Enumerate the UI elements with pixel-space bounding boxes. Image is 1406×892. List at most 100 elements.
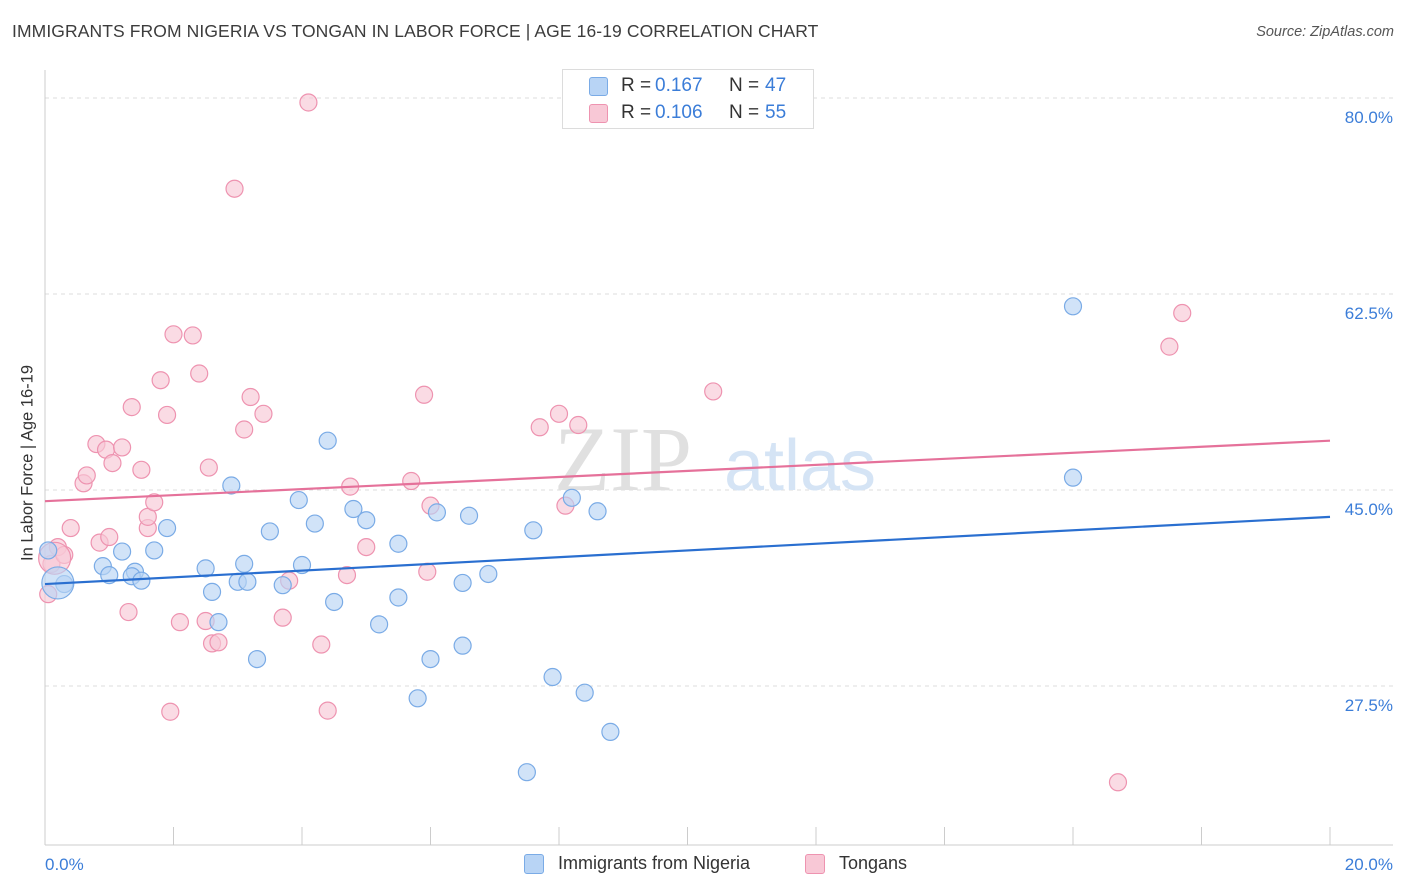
chart-title: IMMIGRANTS FROM NIGERIA VS TONGAN IN LAB…: [12, 21, 819, 41]
data-point: [325, 592, 344, 612]
data-point: [530, 418, 549, 437]
data-point: [145, 493, 164, 512]
series-legend-label: Tongans: [839, 853, 908, 873]
data-point: [1063, 297, 1083, 316]
data-point: [39, 541, 58, 560]
data-point: [202, 582, 222, 601]
data-point: [337, 565, 357, 585]
series-legend-label: Immigrants from Nigeria: [558, 853, 751, 873]
data-point: [183, 326, 202, 345]
data-point: [151, 371, 170, 390]
data-point: [344, 499, 363, 519]
data-point: [161, 702, 180, 721]
series-legend-swatch-blue: [524, 854, 544, 874]
data-point: [543, 667, 562, 687]
data-point: [260, 522, 279, 541]
data-point: [241, 387, 260, 407]
data-point: [209, 613, 228, 632]
series-legend-swatch-pink: [805, 854, 825, 874]
y-tick-label: 80.0%: [1345, 108, 1393, 127]
data-point: [157, 518, 177, 538]
data-point: [222, 476, 241, 495]
legend-r-value: 0.106: [655, 102, 703, 123]
legend-swatch-blue: [589, 77, 608, 96]
y-tick-label: 62.5%: [1345, 304, 1393, 323]
data-point: [318, 701, 337, 720]
legend-r-value: 0.167: [655, 75, 703, 96]
data-point: [588, 502, 607, 521]
data-point: [357, 537, 376, 557]
data-point: [145, 541, 164, 560]
data-point: [119, 602, 138, 622]
data-point: [549, 404, 569, 423]
data-point: [112, 542, 132, 561]
data-point: [575, 683, 594, 702]
data-point: [305, 514, 324, 533]
data-point: [61, 518, 80, 538]
data-point: [289, 490, 308, 510]
data-point: [100, 565, 119, 585]
legend-n-value: 47: [765, 75, 787, 96]
y-tick-label: 27.5%: [1345, 696, 1393, 715]
tick-labels: 80.0% 62.5% 45.0% 27.5% 0.0% 20.0%: [45, 108, 1393, 874]
data-point: [1108, 773, 1128, 792]
x-tick-label: 0.0%: [45, 855, 84, 874]
trendline-nigeria: [44, 515, 1331, 586]
data-point: [1173, 303, 1192, 323]
data-point: [1160, 337, 1179, 356]
data-point: [292, 555, 312, 575]
trend-lines: [44, 439, 1331, 586]
data-point: [459, 506, 479, 525]
axes: [44, 70, 1393, 846]
data-point: [318, 431, 337, 450]
data-point: [247, 649, 267, 669]
legend-n-label: N =: [729, 75, 760, 96]
data-point: [100, 527, 119, 547]
data-point: [273, 576, 292, 595]
tongans-series: [38, 93, 1192, 792]
data-point: [157, 405, 177, 425]
data-point: [132, 571, 151, 590]
data-point: [238, 572, 257, 591]
data-point: [299, 93, 318, 112]
x-tick-label: 20.0%: [1345, 855, 1393, 874]
data-point: [562, 488, 581, 507]
data-point: [357, 511, 376, 530]
y-tick-label: 45.0%: [1345, 500, 1393, 519]
data-point: [103, 453, 122, 473]
series-legend: Immigrants from Nigeria Tongans: [0, 852, 1406, 878]
data-point: [389, 534, 408, 553]
data-point: [421, 649, 440, 669]
data-point: [112, 438, 132, 457]
data-point: [273, 608, 292, 627]
data-point: [517, 763, 536, 782]
data-point: [569, 415, 588, 435]
data-point: [427, 503, 447, 522]
data-point: [408, 689, 427, 708]
legend-r-label: R =: [621, 102, 652, 123]
correlation-legend: R = 0.167 N = 47 R = 0.106 N = 55: [562, 69, 814, 129]
legend-r-label: R =: [621, 75, 652, 96]
data-point: [1063, 468, 1083, 487]
trendline-tongans: [44, 439, 1331, 503]
data-point: [312, 635, 331, 654]
data-point: [199, 458, 218, 477]
legend-swatch-pink: [589, 104, 608, 123]
data-point: [524, 521, 543, 540]
data-point: [453, 636, 472, 655]
data-point: [418, 562, 437, 581]
data-point: [209, 633, 228, 652]
legend-n-label: N =: [729, 102, 760, 123]
data-point: [196, 559, 215, 578]
data-point: [170, 613, 190, 632]
data-point: [414, 385, 434, 404]
data-point: [77, 466, 96, 485]
data-point: [254, 404, 273, 423]
nigeria-series: [39, 297, 1083, 782]
watermark: ZIP atlas: [554, 408, 876, 510]
data-point: [225, 179, 244, 198]
data-point: [235, 420, 254, 439]
source-credit: Source: ZipAtlas.com: [1256, 24, 1394, 40]
data-point: [235, 554, 254, 573]
